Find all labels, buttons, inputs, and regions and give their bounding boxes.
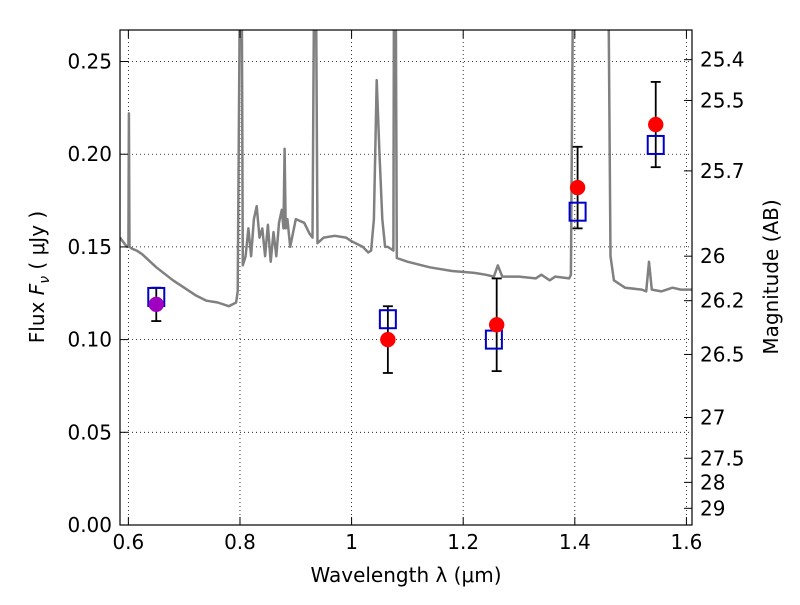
- ticks: 0.6 0.8 1 1.2 1.4 1.6 0.00 0.05 0.10 0.15 0.20 0.25…: [67, 30, 745, 554]
- right-tick-label: 26: [700, 244, 725, 268]
- observed-point: [488, 317, 505, 333]
- observed-point: [148, 296, 165, 313]
- right-tick-label: 25.7: [700, 159, 745, 183]
- y-tick-label: 0.05: [67, 420, 112, 444]
- x-tick-label: 1.6: [671, 530, 703, 554]
- y-tick-label: 0.10: [67, 328, 112, 352]
- x-tick-label: 1.4: [559, 530, 591, 554]
- y-axis-label-symbol: F: [25, 283, 49, 295]
- x-tick-label: 0.6: [112, 530, 144, 554]
- right-tick-label: 27.5: [700, 446, 745, 470]
- x-tick-label: 1: [345, 530, 358, 554]
- observed-point: [380, 331, 396, 348]
- x-axis-label: Wavelength λ (μm): [310, 563, 501, 587]
- model-box-marker: [568, 201, 587, 222]
- right-tick-label: 26.2: [700, 289, 745, 313]
- right-tick-label: 27: [700, 405, 725, 429]
- y-axis-label: Flux Fν ( μJy ): [25, 211, 53, 343]
- model-box-marker: [646, 134, 665, 155]
- y-tick-label: 0.20: [67, 142, 112, 166]
- plot-area: [120, 30, 692, 374]
- right-tick-label: 28: [700, 470, 725, 494]
- model-box-marker: [378, 309, 397, 330]
- right-tick-label: 25.4: [700, 48, 745, 72]
- y-tick-label: 0.25: [67, 50, 112, 74]
- y-axis-label-suffix: ( μJy ): [25, 211, 49, 276]
- y-axis-label-prefix: Flux: [25, 295, 49, 343]
- plot-frame: [119, 29, 693, 526]
- right-tick-label: 29: [700, 496, 725, 520]
- observed-point: [647, 116, 664, 133]
- y-axis-label-subscript: ν: [37, 276, 53, 284]
- grid: [120, 30, 692, 526]
- right-axis-label: Magnitude (AB): [759, 199, 783, 354]
- spectrum-line: [120, 30, 692, 308]
- right-tick-label: 25.5: [700, 88, 745, 112]
- x-tick-label: 0.8: [224, 530, 256, 554]
- observed-point: [569, 179, 586, 196]
- right-tick-label: 26.5: [700, 342, 745, 366]
- x-tick-label: 1.2: [447, 530, 479, 554]
- y-tick-label: 0.15: [67, 235, 112, 259]
- y-tick-label: 0.00: [67, 513, 112, 537]
